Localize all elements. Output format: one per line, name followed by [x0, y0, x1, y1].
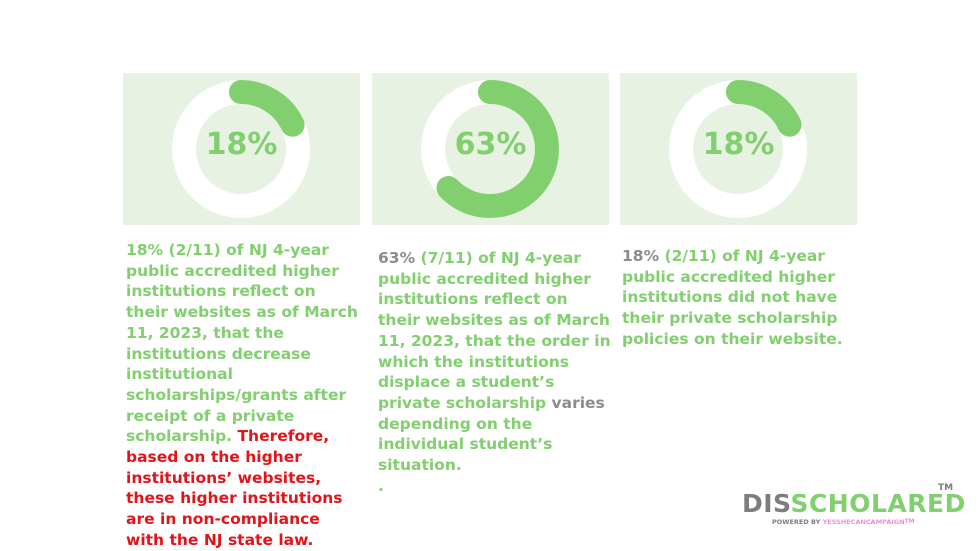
logo-brand: YESSHECANCAMPAIGN — [822, 518, 905, 526]
description-1: 18% (2/11) of NJ 4-year public accredite… — [126, 240, 362, 551]
description-percentage: 63% — [378, 249, 416, 267]
percentage-label: 18% — [205, 127, 278, 162]
logo-dis: DIS — [742, 489, 791, 518]
percentage-label: 63% — [454, 127, 527, 162]
description-varies: varies — [551, 393, 605, 412]
description-3: 18% (2/11) of NJ 4-year public accredite… — [622, 246, 858, 350]
stat-card-1: 18% — [123, 73, 360, 225]
description-text: 18% (2/11) of NJ 4-year public accredite… — [126, 241, 358, 446]
logo-trademark: TM — [938, 483, 954, 493]
description-text: (2/11) of NJ 4-year public accredited hi… — [622, 247, 843, 348]
description-text-end: depending on the individual student’s si… — [378, 414, 553, 475]
description-dot: . — [378, 476, 384, 495]
compliance-warning: Therefore, based on the higher instituti… — [126, 427, 343, 549]
description-text: (7/11) of NJ 4-year public accredited hi… — [378, 249, 611, 412]
description-2: 63% (7/11) of NJ 4-year public accredite… — [378, 248, 614, 496]
disscholared-logo: DISSCHOLARED TM POWERED BY YESSHECANCAMP… — [742, 483, 965, 533]
logo-scholared: SCHOLARED — [790, 489, 966, 518]
logo-powered-by: POWERED BY — [772, 518, 823, 526]
stat-card-3: 18% — [620, 73, 857, 225]
logo-tagline: POWERED BY YESSHECANCAMPAIGNTM — [772, 518, 915, 526]
stat-card-2: 63% — [372, 73, 609, 225]
donut-arc — [436, 80, 559, 218]
logo-brand-trademark: TM — [904, 518, 915, 525]
percentage-label: 18% — [702, 127, 775, 162]
donut-ring — [421, 80, 559, 218]
description-percentage: 18% — [622, 247, 660, 265]
logo-wordmark: DISSCHOLARED — [742, 489, 966, 518]
donut-ring — [172, 80, 310, 218]
donut-ring — [669, 80, 807, 218]
donut-arc — [726, 80, 802, 137]
donut-arc — [229, 80, 305, 137]
